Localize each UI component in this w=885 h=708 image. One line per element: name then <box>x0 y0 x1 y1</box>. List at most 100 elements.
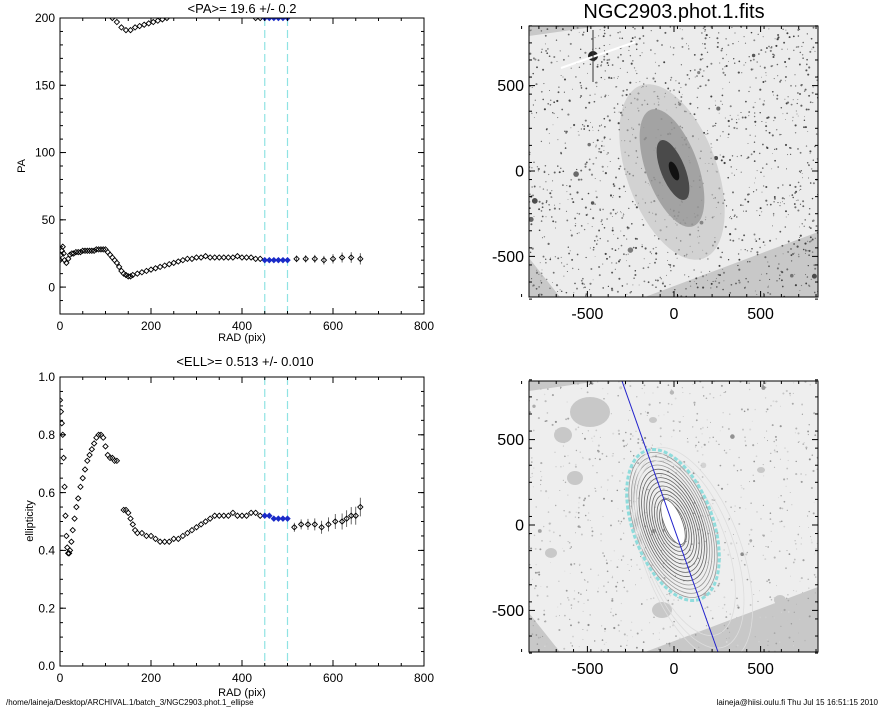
noise-speck <box>765 121 767 123</box>
data-point <box>311 255 319 263</box>
noise-speck <box>753 141 756 143</box>
noise-speck <box>704 37 707 40</box>
noise-speck <box>641 245 644 248</box>
noise-speck <box>718 606 720 607</box>
noise-speck <box>762 384 764 387</box>
noise-speck <box>660 474 663 477</box>
noise-speck <box>623 214 625 216</box>
noise-speck <box>605 591 608 593</box>
noise-speck <box>783 500 786 503</box>
noise-speck <box>543 393 546 396</box>
noise-speck <box>689 69 692 72</box>
noise-speck <box>702 286 705 289</box>
data-point <box>93 246 100 253</box>
noise-speck <box>756 294 758 295</box>
noise-speck <box>806 276 809 278</box>
noise-speck <box>598 147 601 150</box>
noise-speck <box>634 36 636 38</box>
noise-speck <box>761 191 763 193</box>
noise-speck <box>577 178 580 181</box>
data-point <box>147 266 155 273</box>
noise-speck <box>588 383 591 386</box>
noise-speck <box>655 479 657 481</box>
noise-speck <box>568 599 570 601</box>
noise-speck <box>792 116 794 118</box>
noise-speck <box>720 49 723 52</box>
noise-speck <box>547 48 549 50</box>
data-point <box>60 431 66 439</box>
noise-speck <box>750 68 753 71</box>
noise-speck <box>599 208 601 210</box>
noise-speck <box>704 47 707 49</box>
noise-speck <box>688 276 690 278</box>
noise-speck <box>586 629 589 632</box>
noise-speck <box>540 586 542 587</box>
noise-speck <box>746 578 749 581</box>
noise-speck <box>705 625 708 627</box>
noise-speck <box>731 172 733 174</box>
noise-speck <box>798 63 801 66</box>
noise-speck <box>773 556 776 559</box>
noise-speck <box>577 511 580 514</box>
noise-speck <box>577 506 580 509</box>
noise-speck <box>762 554 764 556</box>
noise-speck <box>788 195 790 197</box>
noise-speck <box>681 387 683 389</box>
noise-speck <box>617 31 619 34</box>
noise-speck <box>632 26 634 29</box>
noise-speck <box>812 182 815 185</box>
data-point <box>188 526 196 534</box>
noise-speck <box>715 277 717 279</box>
noise-speck <box>711 499 714 501</box>
noise-speck <box>623 633 626 636</box>
data-point <box>297 521 305 528</box>
noise-speck <box>811 48 813 50</box>
noise-speck <box>795 200 797 201</box>
noise-speck <box>695 283 698 285</box>
x-tick-label: 0 <box>57 671 64 685</box>
noise-speck <box>575 223 577 225</box>
noise-speck <box>752 191 755 193</box>
noise-speck <box>608 76 611 79</box>
noise-speck <box>722 88 724 90</box>
noise-speck <box>548 142 550 144</box>
noise-speck <box>796 245 799 248</box>
noise-speck <box>714 100 716 102</box>
data-point <box>291 524 298 531</box>
data-point <box>211 512 218 519</box>
noise-speck <box>787 154 789 156</box>
noise-speck <box>697 107 699 109</box>
noise-speck <box>797 255 800 258</box>
noise-speck <box>605 559 608 561</box>
noise-speck <box>801 591 804 593</box>
noise-speck <box>675 80 677 82</box>
data-point <box>74 248 82 256</box>
noise-speck <box>574 428 578 431</box>
noise-speck <box>777 75 779 77</box>
noise-speck <box>638 37 641 40</box>
noise-speck <box>664 31 667 34</box>
noise-speck <box>744 440 747 442</box>
noise-speck <box>744 198 747 201</box>
noise-speck <box>765 272 768 275</box>
noise-speck <box>758 53 760 55</box>
noise-speck <box>790 623 793 625</box>
noise-speck <box>549 287 551 290</box>
noise-speck <box>622 215 624 217</box>
noise-speck <box>736 119 738 120</box>
noise-speck <box>764 80 767 83</box>
noise-speck <box>795 427 798 430</box>
noise-speck <box>745 553 748 556</box>
noise-speck <box>804 116 806 118</box>
noise-speck <box>562 445 564 447</box>
position-angle-line <box>621 381 719 652</box>
noise-speck <box>583 63 585 65</box>
noise-speck <box>734 228 737 231</box>
ellipticity-plot: <ELL>= 0.513 +/- 0.010 0 200 400 600 800 0.0… <box>24 354 434 699</box>
noise-speck <box>812 219 815 222</box>
data-point <box>140 21 148 28</box>
noise-speck <box>806 162 809 164</box>
noise-speck <box>770 404 772 407</box>
noise-speck <box>566 270 568 273</box>
noise-speck <box>615 590 618 592</box>
